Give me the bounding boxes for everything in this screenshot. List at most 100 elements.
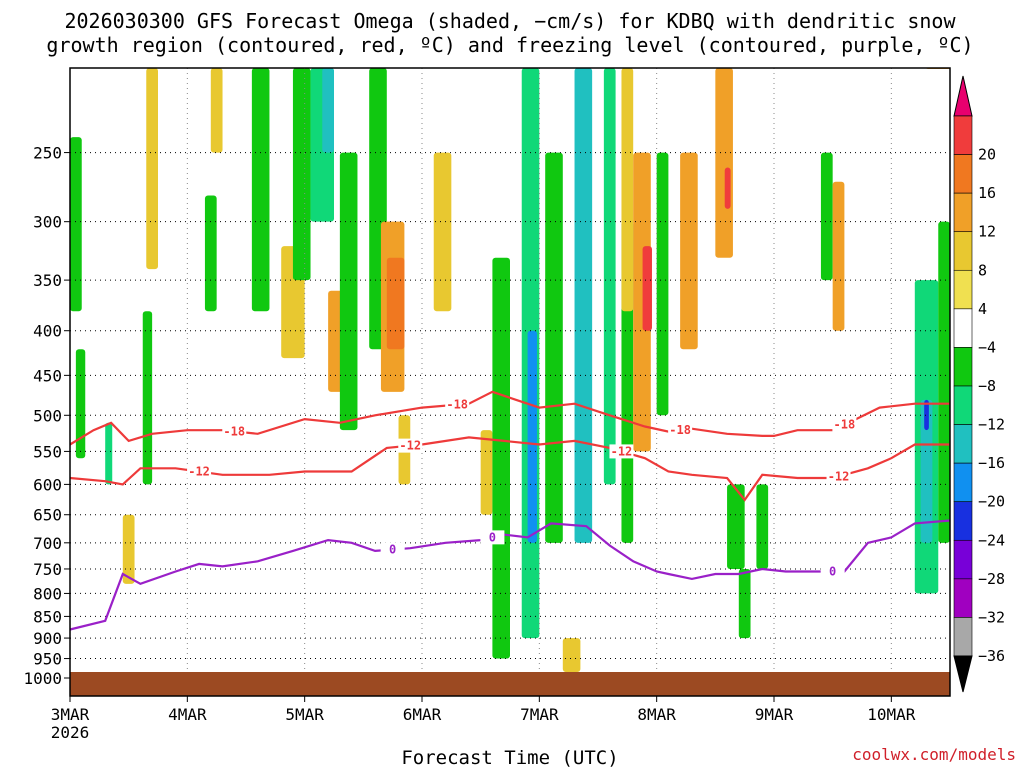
colorbar-swatch: [953, 231, 973, 271]
colorbar-label: 12: [978, 223, 996, 241]
omega-cell: [920, 399, 933, 543]
omega-cell: [938, 221, 950, 543]
colorbar-label: −24: [978, 531, 1005, 549]
omega-cell: [105, 422, 113, 485]
colorbar-swatch: [953, 154, 973, 194]
colorbar-label: −4: [978, 338, 996, 356]
colorbar-label: −16: [978, 454, 1005, 472]
x-tick-label: 5MAR: [285, 705, 324, 724]
colorbar-swatch: [953, 501, 973, 541]
colorbar: 20 16 12 8 4 −4 −8 −12 −16 −20 −24 −28 −32 −36: [953, 75, 1005, 693]
omega-cell: [480, 430, 493, 515]
y-tick-label: 250: [33, 144, 62, 163]
omega-cell: [204, 195, 217, 312]
omega-cell: [322, 68, 334, 153]
colorbar-bottom-arrow: [953, 655, 973, 693]
omega-cell: [339, 152, 358, 431]
colorbar-swatch: [953, 539, 973, 580]
contour-label-bg: [668, 423, 693, 438]
y-tick-label: 900: [33, 629, 62, 648]
x-tick-label: 10MAR: [867, 705, 916, 724]
colorbar-swatch: [953, 424, 973, 464]
source-credit: coolwx.com/models: [852, 745, 1016, 764]
omega-cell: [756, 484, 769, 569]
omega-cell: [75, 349, 86, 459]
omega-cell: [292, 68, 311, 281]
y-tick-label: 450: [33, 366, 62, 385]
omega-cell: [727, 484, 745, 569]
y-tick-label: 950: [33, 650, 62, 669]
x-tick-label: 9MAR: [755, 705, 794, 724]
contour-label: -12: [399, 439, 421, 453]
x-tick-label: 8MAR: [637, 705, 676, 724]
colorbar-label: −36: [978, 647, 1005, 665]
contour-label: 0: [829, 564, 836, 578]
contour-label: -12: [828, 469, 850, 483]
omega-cell: [724, 167, 731, 209]
ground-surface: [70, 672, 950, 696]
x-tick-label: 4MAR: [168, 705, 207, 724]
contour-label: 0: [389, 543, 396, 557]
omega-cell: [633, 152, 651, 452]
omega-cell: [210, 68, 223, 153]
omega-cell: [574, 68, 593, 543]
y-tick-label: 500: [33, 406, 62, 425]
contour-label-bg: [187, 464, 212, 479]
colorbar-label: −20: [978, 493, 1005, 511]
omega-cell: [621, 68, 634, 312]
x-axis-title: Forecast Time (UTC): [401, 747, 618, 768]
colorbar-swatch: [953, 347, 973, 387]
contour-label-bg: [609, 444, 634, 459]
colorbar-label: 4: [978, 300, 987, 318]
contour-label-bg: [380, 542, 405, 557]
contour-label-bg: [826, 469, 851, 484]
contour-label: -18: [834, 418, 856, 432]
colorbar-swatch: [953, 385, 973, 425]
x-axis: 3MAR 4MAR 5MAR 6MAR 7MAR 8MAR 9MAR 10MAR: [51, 696, 916, 724]
omega-cell: [527, 330, 537, 543]
omega-cell: [122, 514, 135, 584]
colorbar-label: 8: [978, 261, 987, 279]
contour-label-bg: [445, 397, 470, 412]
omega-cell: [562, 638, 581, 672]
colorbar-label: −8: [978, 377, 996, 395]
y-tick-label: 600: [33, 475, 62, 494]
omega-cell: [142, 311, 153, 485]
y-axis: 250 300 350 400 450 500 550 600 650 700 750 800 850 9…: [23, 144, 70, 688]
y-tick-label: 350: [33, 271, 62, 290]
y-tick-label: 650: [33, 506, 62, 525]
omega-cell: [603, 68, 616, 485]
colorbar-label: 16: [978, 184, 996, 202]
contour-label-bg: [480, 530, 505, 545]
colorbar-label: −12: [978, 416, 1005, 434]
omega-cell: [656, 152, 669, 416]
omega-cell: [545, 152, 563, 543]
y-tick-label: 700: [33, 534, 62, 553]
y-tick-label: 800: [33, 584, 62, 603]
omega-cell: [832, 181, 845, 331]
plot-frame: [69, 67, 951, 697]
x-tick-label: 3MAR: [51, 705, 90, 724]
contour-label-bg: [820, 564, 845, 579]
y-tick-label: 550: [33, 442, 62, 461]
omega-cell: [738, 568, 751, 639]
colorbar-swatch: [953, 578, 973, 618]
colorbar-label: 20: [978, 146, 996, 164]
omega-cell: [433, 152, 452, 312]
omega-cell: [492, 257, 510, 659]
y-tick-label: 850: [33, 607, 62, 626]
chart-title-line1: 2026030300 GFS Forecast Omega (shaded, −…: [64, 9, 956, 33]
x-tick-label: 7MAR: [520, 705, 559, 724]
x-tick-label: 6MAR: [403, 705, 442, 724]
omega-cell: [70, 137, 82, 312]
colorbar-top-arrow: [953, 75, 973, 117]
contour-label: -18: [669, 423, 691, 437]
omega-cell: [680, 152, 698, 350]
contour-line: [69, 519, 951, 631]
colorbar-swatch: [953, 192, 973, 233]
temperature-contours: -18 -18 -18 -18 -12 -12 -12 -12 0 0 0: [69, 390, 951, 631]
omega-cell: [820, 152, 833, 281]
omega-cell: [715, 68, 733, 258]
contour-label: -12: [611, 444, 633, 458]
